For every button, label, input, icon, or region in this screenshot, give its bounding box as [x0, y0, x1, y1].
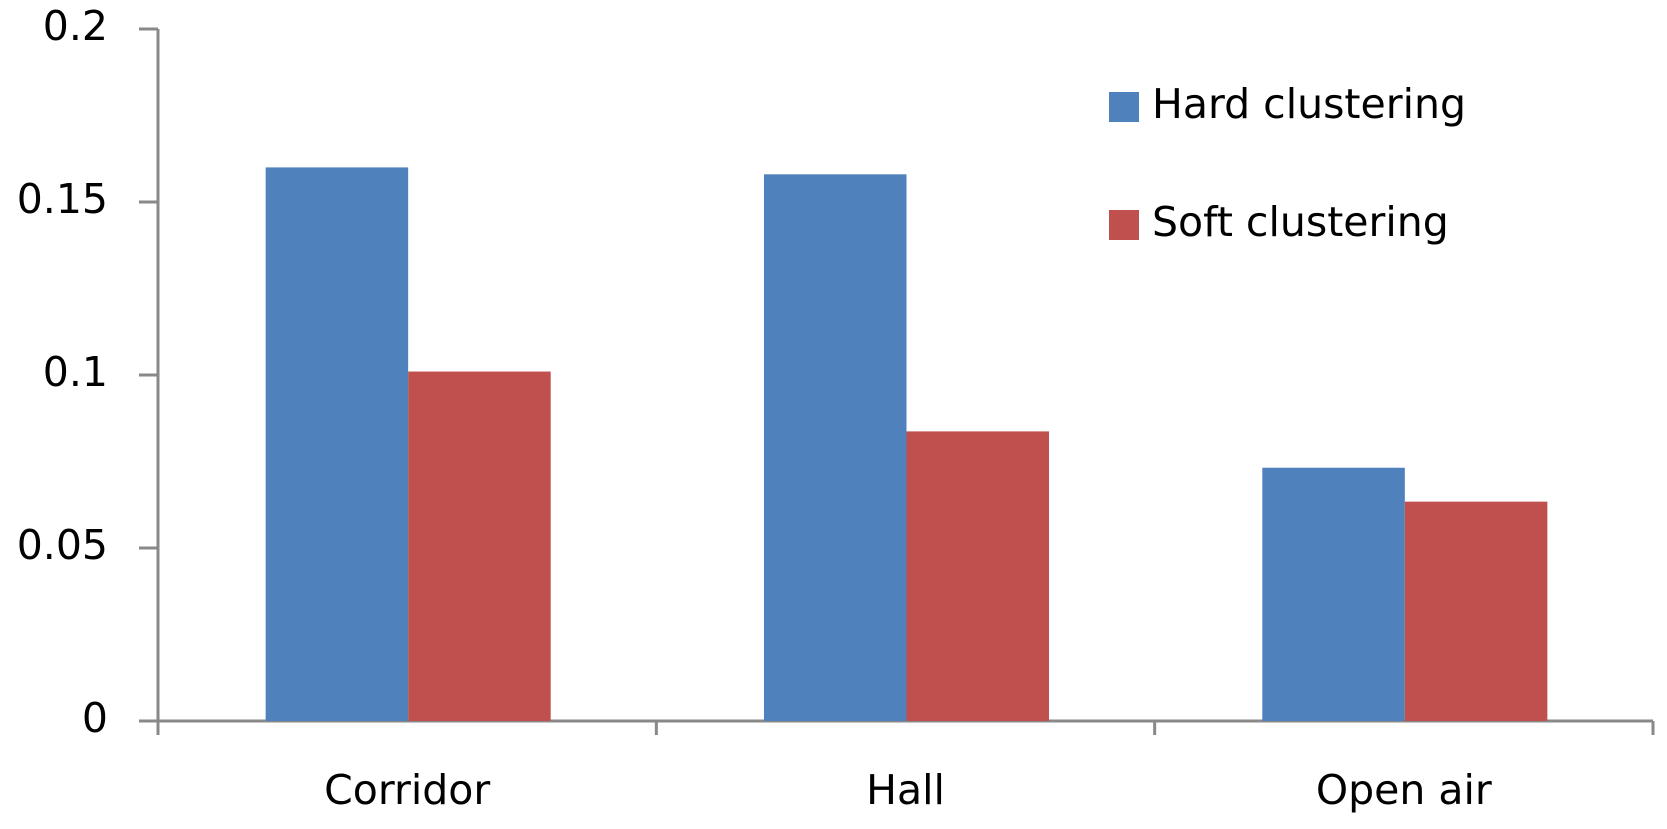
y-tick-label: 0.1: [43, 348, 108, 396]
bar: [1404, 501, 1548, 721]
legend-label: Soft clustering: [1152, 198, 1449, 246]
bar: [906, 431, 1050, 721]
x-tick-label: Hall: [866, 766, 945, 814]
bar: [408, 371, 551, 721]
x-tick-label: Open air: [1316, 766, 1492, 814]
legend-label: Hard clustering: [1152, 80, 1466, 128]
bar: [763, 174, 907, 721]
bar: [265, 167, 409, 721]
y-tick-label: 0.2: [43, 2, 108, 50]
bar: [1262, 467, 1405, 721]
x-tick-label: Corridor: [324, 766, 490, 814]
legend-swatch: [1109, 92, 1139, 122]
legend-swatch: [1109, 210, 1139, 240]
y-tick-label: 0.15: [17, 175, 108, 223]
y-tick-label: 0: [82, 694, 108, 742]
y-tick-label: 0.05: [17, 521, 108, 569]
